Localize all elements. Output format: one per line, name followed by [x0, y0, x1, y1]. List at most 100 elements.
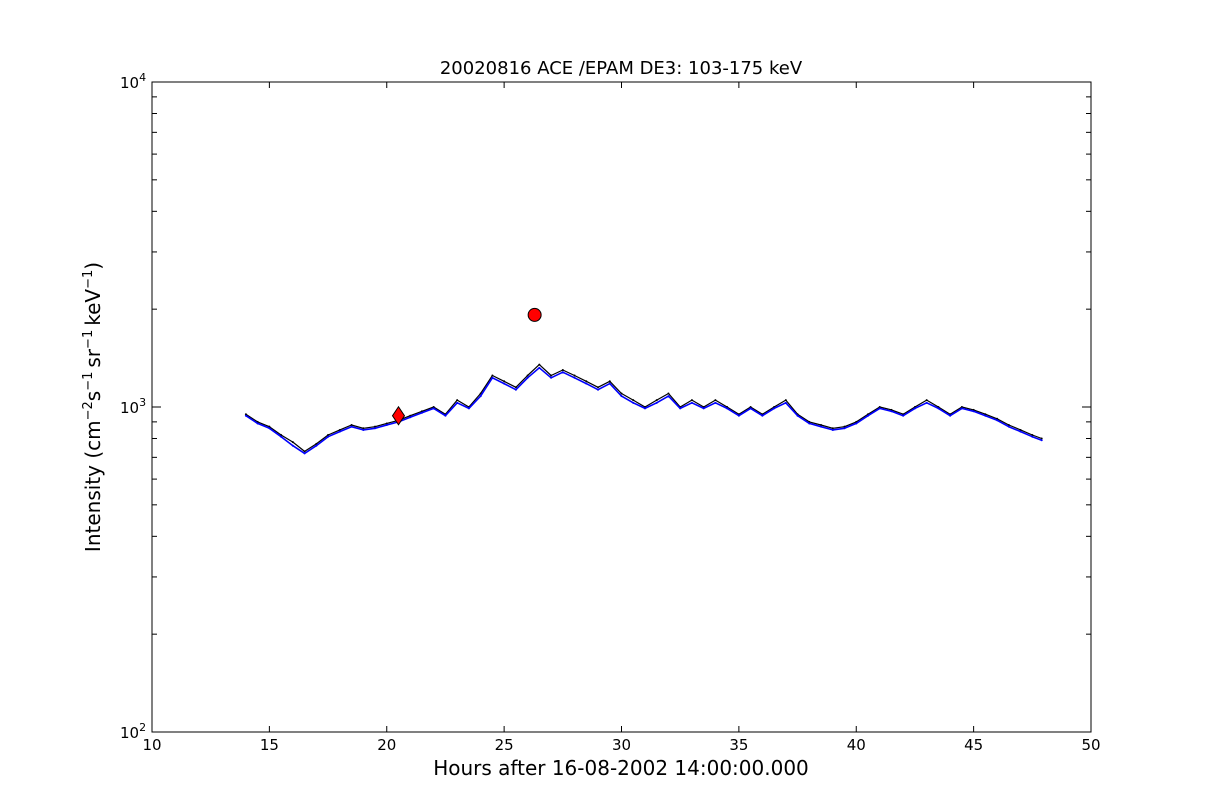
series-0-point [338, 428, 341, 431]
series-1-point [913, 407, 916, 410]
series-1-point [467, 407, 470, 410]
series-1-point [256, 422, 259, 425]
series-0-point [620, 392, 623, 395]
plot-background [152, 82, 1091, 732]
y-tick-label: 104 [120, 71, 146, 92]
series-1-point [679, 407, 682, 410]
series-1-point [327, 435, 330, 438]
series-0-point [632, 399, 635, 402]
series-0-point [538, 363, 541, 366]
y-axis: 102 103 104 [120, 71, 1091, 742]
series-1-point [996, 419, 999, 422]
series-0-point [960, 406, 963, 408]
series-0-point [972, 408, 975, 411]
series-1-point [796, 414, 799, 417]
series-1-point [268, 427, 271, 430]
series-1-point [902, 414, 905, 417]
series-0-point [244, 413, 247, 416]
series-0-point [550, 374, 553, 377]
x-tick-label: 10 [142, 736, 161, 754]
series-1-point [338, 430, 341, 433]
series-0-point [843, 425, 846, 428]
series-0-point [1040, 437, 1043, 440]
series-1-point [280, 435, 283, 438]
x-tick-label: 30 [612, 736, 631, 754]
series-1-point [456, 401, 459, 404]
series-0-point [432, 406, 435, 408]
series-1-point [409, 416, 412, 419]
series-0-point [820, 424, 823, 427]
series-0-point [690, 399, 693, 402]
series-1-point [432, 407, 435, 410]
series-1-point [831, 428, 834, 431]
series-1-point [773, 407, 776, 410]
series-0-point [831, 427, 834, 430]
series-1-point [374, 427, 377, 430]
series-1-point [244, 414, 247, 417]
series-1-point [820, 425, 823, 428]
series-1-point [843, 427, 846, 430]
series-1-point [855, 422, 858, 425]
series-1-point [667, 395, 670, 398]
series-0-point [327, 434, 330, 437]
series-1-point [291, 444, 294, 447]
series-1-point [526, 376, 529, 379]
series-1-point [1019, 430, 1022, 433]
series-0-point [585, 380, 588, 383]
series-0-point [608, 380, 611, 383]
series-0-point [749, 406, 752, 408]
series-0-point [514, 386, 517, 389]
series-1-point [385, 424, 388, 427]
series-1-point [632, 401, 635, 404]
series-1-point [690, 401, 693, 404]
series-1-point [949, 414, 952, 417]
series-0-point [385, 422, 388, 425]
series-1-point [303, 452, 306, 455]
series-1-point [984, 414, 987, 417]
series-1-point [420, 411, 423, 414]
series-1-point [444, 414, 447, 417]
plot-area [152, 82, 1091, 732]
series-0-point [597, 386, 600, 389]
x-axis: 10 15 20 25 30 35 40 45 50 [142, 82, 1101, 754]
x-axis-label: Hours after 16-08-2002 14:00:00.000 [433, 756, 809, 780]
series-1-point [538, 366, 541, 369]
x-tick-label: 35 [729, 736, 748, 754]
y-tick-label: 102 [120, 721, 146, 742]
series-1-point [655, 401, 658, 404]
series-0-point [526, 374, 529, 377]
x-tick-label: 50 [1081, 736, 1100, 754]
series-1-point [514, 388, 517, 391]
series-0-point [784, 399, 787, 402]
series-0-point [291, 441, 294, 444]
series-0-point [456, 399, 459, 402]
series-1-point [608, 382, 611, 385]
series-1-point [726, 407, 729, 410]
x-tick-label: 25 [495, 736, 514, 754]
y-axis-label: Intensity (cm−2s−1sr−1keV−1) [81, 262, 105, 552]
series-1-point [597, 388, 600, 391]
x-tick-label: 15 [260, 736, 279, 754]
series-0-point [878, 406, 881, 408]
series-1-point [1040, 439, 1043, 442]
x-tick-label: 45 [964, 736, 983, 754]
series-1-point [350, 425, 353, 428]
chart-title: 20020816 ACE /EPAM DE3: 103-175 keV [440, 58, 803, 79]
series-1-point [714, 401, 717, 404]
series-0-point [561, 368, 564, 371]
x-tick-label: 20 [377, 736, 396, 754]
series-1-point [315, 444, 318, 447]
series-0-point [350, 424, 353, 427]
series-1-point [550, 376, 553, 379]
series-1-point [749, 407, 752, 410]
series-0-point [491, 374, 494, 377]
series-1-point [925, 401, 928, 404]
series-0-point [1019, 428, 1022, 431]
series-1-point [362, 428, 365, 431]
series-1-point [761, 414, 764, 417]
series-1-point [643, 407, 646, 410]
series-1-point [702, 407, 705, 410]
diamond-marker [391, 405, 406, 426]
series-1-point [491, 376, 494, 379]
